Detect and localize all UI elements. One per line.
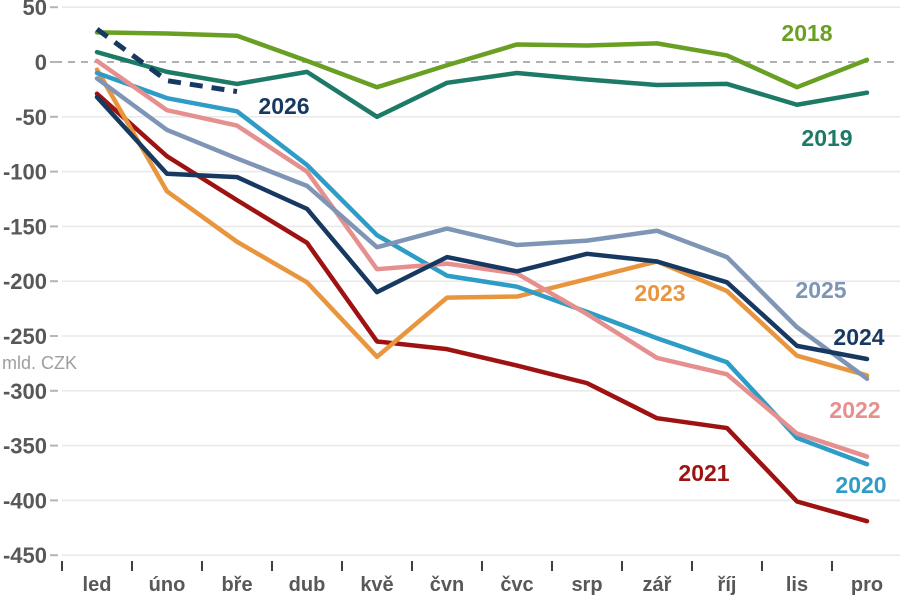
month-label-kvě: kvě [360,574,393,596]
y-axis-label: -400 [3,488,47,513]
series-label-2019: 2019 [801,125,852,151]
y-axis-label: 0 [35,50,47,75]
month-label-led: led [83,574,112,596]
series-label-2023: 2023 [634,280,685,306]
series-label-2020: 2020 [835,472,886,498]
month-label-bře: bře [221,574,252,596]
month-label-čvn: čvn [430,574,464,596]
series-line-2021 [94,91,870,524]
series-label-2024: 2024 [833,324,884,350]
month-label-říj: říj [718,574,737,596]
month-label-zář: zář [643,574,672,596]
series-label-2018: 2018 [781,20,832,46]
series-line-2018 [94,30,870,90]
y-axis-label: -200 [3,269,47,294]
y-axis-label: -300 [3,379,47,404]
y-axis-label: -250 [3,324,47,349]
y-axis-label: -50 [15,105,47,130]
y-axis-label: -150 [3,214,47,239]
series-layer: 2021 2023 2020 2022 2025 2024 2019 2018 2026 [94,20,887,524]
axis-layer: 50 0 -50 -100 -150 -200 -250 -300 -350 -400 -450 le… [3,0,883,596]
series-label-2022: 2022 [829,397,880,423]
y-axis-label: -350 [3,434,47,459]
series-line-2022 [94,58,870,459]
series-line-2025 [94,76,870,381]
series-line-2024 [94,94,870,362]
series-line-2023 [94,67,870,378]
month-label-lis: lis [786,574,808,596]
series-label-2021: 2021 [678,460,729,486]
y-axis-unit-label: mld. CZK [2,353,77,373]
series-line-2026 [95,27,238,95]
series-line-2020 [94,70,870,467]
y-axis-label: -450 [3,543,47,568]
grid-layer [55,6,900,557]
series-label-2026: 2026 [258,93,309,119]
month-label-dub: dub [289,574,326,596]
y-axis-label: -100 [3,160,47,185]
month-label-srp: srp [571,574,602,596]
month-label-úno: úno [149,574,186,596]
y-axis-label: 50 [23,0,47,20]
month-label-čvc: čvc [500,574,533,596]
series-line-2019 [94,49,870,120]
series-label-2025: 2025 [795,277,846,303]
month-label-pro: pro [851,574,883,596]
